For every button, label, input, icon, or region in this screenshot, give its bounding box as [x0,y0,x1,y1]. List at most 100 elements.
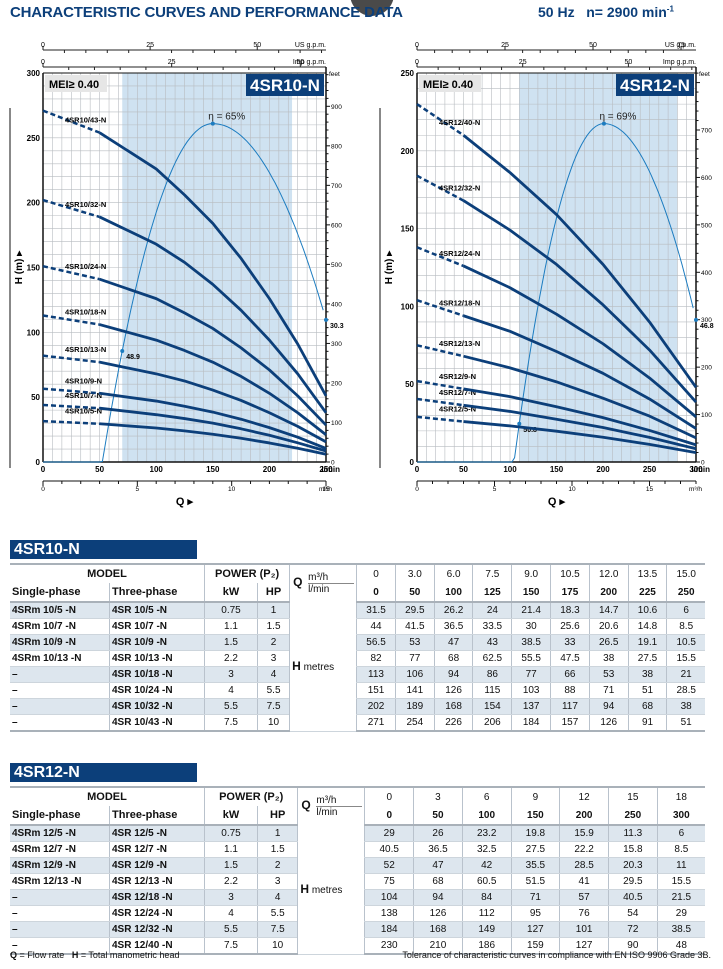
head-value: 8.5 [656,841,705,858]
mei-box [419,75,481,92]
head-value: 184 [364,921,414,938]
imp-gpm-tick-label: 25 [168,59,176,66]
single-phase-model: 4SRm 10/13 -N [10,650,110,667]
single-phase-model: – [10,698,110,715]
pump-curve-label: 4SR10/7-N [65,391,102,400]
table-title-4sr10: 4SR10-N [10,540,197,559]
x-tick-label: 100 [503,465,517,474]
pump-curve-label: 4SR10/18-N [65,308,106,317]
head-value: 62.5 [472,650,512,667]
flow-m3h: 3.0 [394,563,435,583]
head-value: 27.5 [627,650,667,667]
efficiency-peak-label: η = 69% [599,112,636,123]
head-value: 40.5 [364,841,414,858]
power-kw: 4 [204,905,258,922]
head-value: 75 [364,873,414,890]
pump-curve-label: 4SR10/13-N [65,345,106,354]
head-value: 33.5 [472,618,512,635]
head-value: 157 [550,714,590,732]
feet-tick-label: 400 [331,301,342,308]
head-value: 254 [394,714,435,732]
pump-curve [463,420,697,455]
head-value: 138 [364,905,414,922]
pump-curve-label: 4SR10/9-N [65,376,102,385]
hp-header: HP [256,583,290,603]
table-row: 4SRm 10/7 -N 4SR 10/7 -N 1.1 1.5 44 41.5 36.5 3… [10,618,705,635]
model-badge [246,74,324,96]
y-tick-label: 100 [27,328,41,337]
feet-tick-label: 400 [701,270,712,277]
head-value: 43 [472,634,512,651]
efficiency-curve [417,123,694,463]
table-row: –4SR 12/32 -N 5.5 7.5 184 168 149 127 101 72 38.5 [10,921,705,938]
table-row: –4SR 10/43 -N 7.5 10 271 254 226 206 184 157 126 9… [10,714,705,732]
head-value: 29.5 [607,873,658,890]
three-phase-model: 4SR 10/43 -N [109,714,205,732]
pump-curve-label: 4SR12/18-N [439,299,480,308]
mei-label: MEI≥ 0.40 [49,79,99,91]
head-value: 38.5 [511,634,551,651]
speed-exponent: -1 [666,4,674,14]
corner-decoration [350,0,394,16]
y-axis-label: H (m) ▸ [384,250,395,284]
efficiency-end-marker [694,317,698,322]
y-tick-label: 0 [410,458,415,467]
power-hp: 5.5 [256,905,298,922]
head-value: 41.5 [394,618,435,635]
feet-tick-label: 0 [701,460,705,467]
frequency-speed: 50 Hz n= 2900 min-1 [538,4,674,20]
feet-unit: feet [699,71,710,78]
feet-tick-label: 800 [331,143,342,150]
kw-header: kW [204,583,258,603]
single-phase-model: – [10,666,110,683]
table-row: 4SRm 12/9 -N 4SR 12/9 -N 1.5 2 52 47 42 35.5 28.… [10,857,705,874]
head-value: 115 [472,682,512,699]
feet-tick-label: 100 [331,420,342,427]
single-phase-header: Single-phase [10,583,110,603]
kw-header: kW [204,806,258,826]
head-value: 168 [433,698,473,715]
y-tick-label: 200 [401,147,415,156]
pump-curve-label: 4SR12/13-N [439,339,480,348]
three-phase-model: 4SR 10/18 -N [109,666,205,683]
head-value: 184 [511,714,551,732]
pump-curve-dashed [42,419,100,425]
feet-tick-label: 700 [701,128,712,135]
head-value: 10.5 [666,634,705,651]
feet-unit: feet [329,71,340,78]
efficiency-end-label: 30.3 [330,323,344,330]
head-value: 42 [461,857,512,874]
head-value: 36.5 [433,618,473,635]
pump-curve-dashed [42,403,100,410]
head-value: 106 [394,666,435,683]
head-value: 54 [607,905,658,922]
pump-curve-label: 4SR10/24-N [65,262,106,271]
power-hp: 3 [256,873,298,890]
head-value: 41 [559,873,609,890]
power-hp: 10 [256,937,298,955]
three-phase-header: Three-phase [109,806,205,826]
head-value: 210 [413,937,463,955]
pump-curve-dashed [42,387,100,395]
table-row: 4SRm 10/13 -N 4SR 10/13 -N 2.2 3 82 77 68 62.5 5… [10,650,705,667]
y-tick-label: 100 [401,302,415,311]
head-value: 71 [588,682,629,699]
head-value: 22.2 [559,841,609,858]
model-header: MODEL [10,786,205,806]
single-phase-model: – [10,682,110,699]
head-value: 154 [472,698,512,715]
pump-curve-label: 4SR12/24-N [439,249,480,258]
head-value: 159 [510,937,560,955]
flow-lmin: 100 [433,583,473,603]
table-row: 4SRm 10/9 -N 4SR 10/9 -N 1.5 2 56.5 53 47 43 38.… [10,634,705,651]
head-value: 77 [511,666,551,683]
head-value: 35.5 [510,857,560,874]
efficiency-start-marker [517,421,522,426]
three-phase-model: 4SR 10/13 -N [109,650,205,667]
flow-m3h: 18 [656,786,705,806]
single-phase-model: 4SRm 10/5 -N [10,602,110,619]
x-tick-label: 200 [263,465,277,474]
head-value: 94 [413,889,463,906]
head-value: 28.5 [666,682,705,699]
flow-lmin: 250 [666,583,705,603]
